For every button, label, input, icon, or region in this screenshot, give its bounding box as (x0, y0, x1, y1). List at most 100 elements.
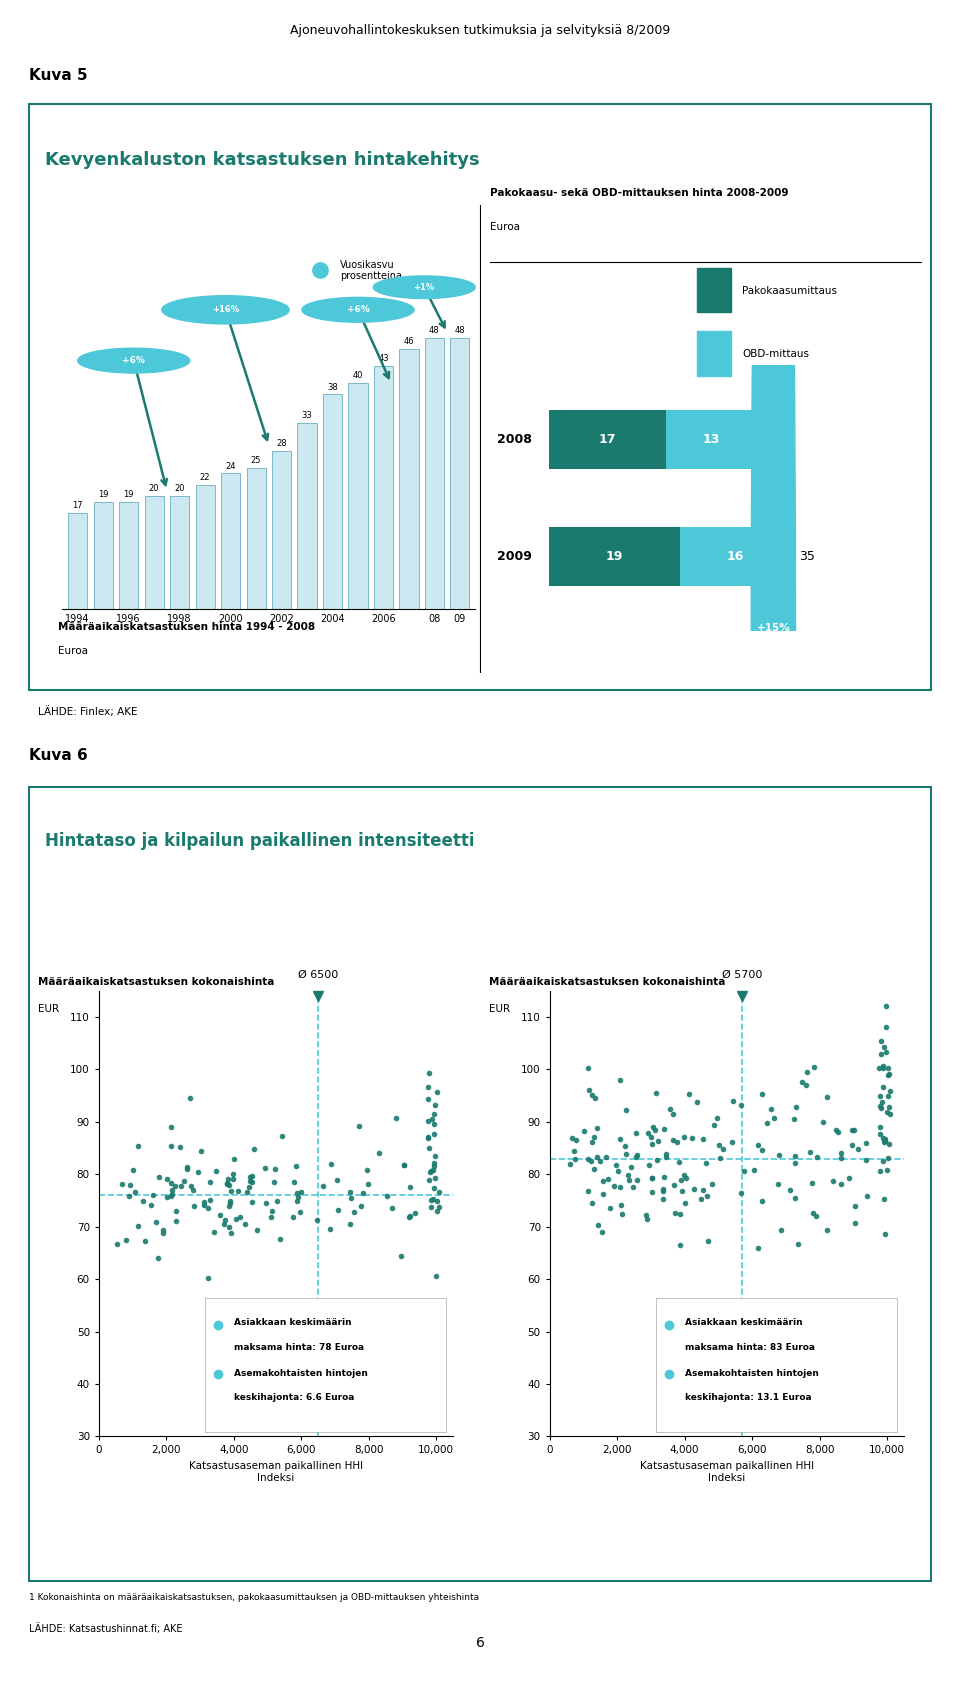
Point (156, 1219, 171, 1246)
Point (285, 1204, 300, 1231)
Point (122, 1171, 137, 1198)
Point (873, 1120, 888, 1147)
Point (644, 1164, 660, 1191)
Point (711, 1132, 727, 1159)
Text: – Katsastuksen kokonaishinta¹ ja kilpailun: – Katsastuksen kokonaishinta¹ ja kilpail… (587, 898, 819, 907)
Text: 2008: 2008 (496, 432, 532, 446)
Point (648, 1080, 663, 1107)
Point (316, 1172, 331, 1199)
Point (424, 1105, 440, 1132)
Point (808, 1203, 824, 1230)
Point (656, 1177, 671, 1204)
Point (755, 1137, 770, 1164)
Bar (119, 501, 138, 609)
Point (876, 1053, 891, 1080)
Point (622, 1167, 637, 1194)
Text: EUR: EUR (38, 1004, 60, 1014)
Point (353, 1193, 369, 1219)
Point (584, 1147, 599, 1174)
Bar (399, 350, 419, 609)
Point (651, 1127, 666, 1154)
Point (878, 1013, 894, 1039)
Point (269, 1187, 284, 1214)
Circle shape (162, 296, 289, 325)
Point (698, 1149, 713, 1176)
Text: 30: 30 (764, 432, 780, 446)
Point (668, 1199, 684, 1226)
Point (659, 1144, 674, 1171)
Point (423, 1194, 439, 1221)
Point (581, 1055, 596, 1082)
Point (689, 1088, 705, 1115)
Point (230, 1177, 246, 1204)
Point (371, 1139, 386, 1166)
Text: 20: 20 (175, 484, 185, 493)
Point (563, 1150, 578, 1177)
Point (833, 1140, 849, 1167)
Point (638, 1201, 654, 1228)
Bar (94, 501, 112, 609)
Point (420, 1107, 436, 1134)
Point (239, 1179, 254, 1206)
Point (222, 1187, 237, 1214)
Point (772, 1142, 787, 1169)
Point (747, 1156, 762, 1182)
Point (427, 1092, 443, 1119)
Point (877, 1125, 893, 1152)
Point (344, 1184, 359, 1211)
Point (876, 1186, 892, 1213)
Point (695, 1176, 710, 1203)
Point (639, 1206, 655, 1233)
Point (873, 1083, 888, 1110)
Point (788, 1093, 804, 1120)
Text: +15%: +15% (756, 622, 790, 632)
Point (848, 1193, 863, 1219)
Point (421, 1060, 437, 1087)
Point (128, 1179, 143, 1206)
Point (656, 1115, 671, 1142)
Text: 48: 48 (429, 326, 440, 335)
Point (873, 1039, 888, 1066)
Point (726, 1088, 741, 1115)
Point (787, 1105, 803, 1132)
Point (151, 1245, 166, 1272)
Point (874, 1028, 889, 1055)
Point (164, 1132, 180, 1159)
Point (131, 1134, 146, 1161)
Point (201, 1194, 216, 1221)
Point (874, 1095, 889, 1122)
Point (881, 1130, 897, 1157)
Point (833, 1144, 849, 1171)
Point (655, 1186, 670, 1213)
Point (763, 1095, 779, 1122)
Text: Euroa: Euroa (58, 646, 87, 656)
Text: 2008 syyskuu: 2008 syyskuu (42, 898, 128, 907)
Text: LÄHDE: Katsastushinnat.fi; AKE: LÄHDE: Katsastushinnat.fi; AKE (29, 1623, 182, 1633)
Bar (272, 451, 291, 609)
Point (421, 1167, 437, 1194)
Point (662, 1095, 678, 1122)
Point (290, 1179, 305, 1206)
Point (114, 1171, 130, 1198)
Point (758, 1108, 774, 1135)
Point (243, 1164, 258, 1191)
Bar (697, 331, 731, 375)
Point (217, 1206, 232, 1233)
Bar (170, 496, 189, 609)
Point (379, 1182, 395, 1209)
Point (576, 1119, 591, 1145)
Point (876, 1033, 892, 1060)
Point (431, 1194, 446, 1221)
Point (617, 1132, 633, 1159)
Point (592, 1147, 608, 1174)
Point (733, 1092, 749, 1119)
Bar (697, 269, 731, 313)
Point (630, 1142, 645, 1169)
Point (587, 1124, 602, 1150)
Point (830, 1119, 846, 1145)
Point (420, 1135, 436, 1162)
Point (612, 1125, 627, 1152)
Point (185, 1176, 201, 1203)
Text: LÄHDE: Finlex; AKE: LÄHDE: Finlex; AKE (38, 706, 138, 717)
Point (396, 1150, 412, 1177)
